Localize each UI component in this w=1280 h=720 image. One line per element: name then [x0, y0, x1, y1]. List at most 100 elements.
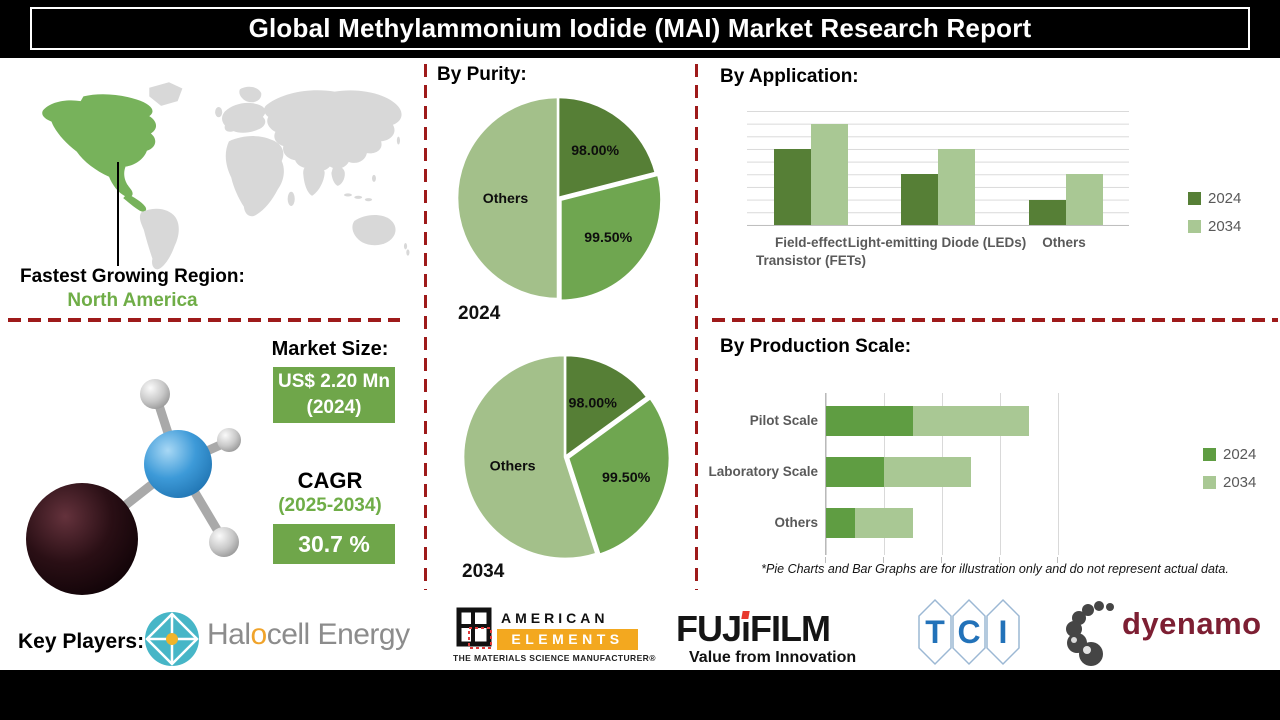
- cagr-value-box: 30.7 %: [273, 524, 395, 564]
- bar-2034: [938, 149, 975, 225]
- market-size-value-box: US$ 2.20 Mn (2024): [273, 367, 395, 423]
- pie-slice: [566, 396, 672, 557]
- pie-year-2024: 2024: [458, 303, 501, 324]
- legend-item: 2034: [1203, 474, 1256, 491]
- production-axis-ticks: [825, 557, 1077, 563]
- legend-label: 2024: [1208, 190, 1242, 207]
- map-uk: [215, 107, 223, 118]
- fastest-growing-label: Fastest Growing Region:: [20, 266, 245, 287]
- halocell-text-o: o: [250, 618, 268, 651]
- bar-2024: [1029, 199, 1066, 225]
- section-heading-production: By Production Scale:: [720, 336, 912, 357]
- map-indonesia: [344, 193, 352, 197]
- map-asia: [264, 90, 402, 171]
- tci-letter-c: C: [957, 614, 980, 650]
- map-japan: [396, 136, 400, 145]
- american-elements-wordmark: AMERICAN: [501, 610, 609, 626]
- application-categories: Field-effect Transistor (FETs) Light-emit…: [747, 234, 1129, 290]
- american-elements-logo-icon: [456, 607, 492, 649]
- key-players-label: Key Players:: [18, 630, 145, 653]
- bar-2034: [1066, 174, 1103, 225]
- production-legend: 2024 2034: [1203, 446, 1256, 502]
- fujifilm-pre: FUJ: [676, 608, 742, 649]
- separator-horizontal-right: [712, 318, 1278, 322]
- bar-segment-2034: [913, 406, 1029, 436]
- tci-letter-i: I: [999, 614, 1008, 650]
- map-indonesia: [364, 198, 373, 202]
- map-greenland: [149, 82, 183, 106]
- bar-2034: [811, 123, 848, 225]
- pie-slice-label: Others: [483, 190, 529, 206]
- fujifilm-logo-text: FUJiFILM: [676, 608, 831, 650]
- separator-vertical-right: [695, 64, 698, 590]
- bar-segment-2024: [826, 457, 884, 487]
- pie-slice-label: Others: [490, 458, 536, 474]
- bar-segment-2034: [884, 457, 971, 487]
- map-north-america-highlight: [42, 94, 157, 198]
- market-size-value: US$ 2.20 Mn: [278, 371, 390, 393]
- map-new-zealand: [403, 243, 408, 250]
- map-madagascar: [287, 191, 295, 206]
- legend-item: 2024: [1188, 190, 1241, 207]
- world-map: [42, 82, 410, 270]
- tci-letter-t: T: [925, 614, 945, 650]
- category-label: Others: [774, 515, 818, 530]
- illustration-disclaimer: *Pie Charts and Bar Graphs are for illus…: [761, 562, 1229, 576]
- legend-item: 2024: [1203, 446, 1256, 463]
- legend-label: 2034: [1223, 474, 1257, 491]
- production-categories: Pilot Scale Laboratory Scale Others: [688, 393, 818, 555]
- map-new-zealand: [406, 249, 410, 256]
- iodide-atom: [26, 483, 138, 595]
- legend-label: 2034: [1208, 218, 1242, 235]
- pie-slice: [563, 353, 649, 459]
- category-label: Others: [1042, 235, 1086, 250]
- section-heading-application: By Application:: [720, 66, 859, 87]
- map-philippines: [372, 174, 376, 182]
- fujifilm-post: FILM: [750, 608, 831, 649]
- legend-item: 2034: [1188, 218, 1241, 235]
- production-plot: [825, 393, 1078, 555]
- market-size-year: (2024): [306, 397, 362, 418]
- cagr-value: 30.7 %: [298, 530, 370, 557]
- map-pointer-line: [117, 162, 119, 266]
- cagr-period: (2025-2034): [278, 495, 382, 516]
- hydrogen-atom: [217, 428, 241, 452]
- category-label: Light-emitting Diode (LEDs): [847, 235, 1027, 250]
- category-label: Field-effect Transistor (FETs): [755, 235, 867, 269]
- map-se-asia: [331, 166, 345, 186]
- title-bar: Global Methylammonium Iodide (MAI) Marke…: [0, 0, 1280, 58]
- pie-slice-label: 98.00%: [571, 142, 619, 158]
- map-africa: [225, 136, 284, 217]
- map-india: [303, 164, 325, 196]
- pie-slice-label: 98.00%: [569, 396, 618, 412]
- pie-chart-purity-2024: 98.00% 99.50% Others: [455, 95, 663, 303]
- molecule-illustration: [26, 379, 241, 595]
- separator-horizontal-left: [8, 318, 400, 322]
- pie-slice-label: 99.50%: [602, 470, 651, 486]
- american-elements-tagline: THE MATERIALS SCIENCE MANUFACTURER®: [453, 653, 656, 663]
- hydrogen-atom: [209, 527, 239, 557]
- map-indonesia: [354, 195, 363, 199]
- hydrogen-atom: [140, 379, 170, 409]
- legend-swatch-2034: [1203, 476, 1216, 489]
- pie-chart-purity-2034: 98.00% 99.50% Others: [461, 353, 672, 561]
- bar-segment-2024: [826, 406, 913, 436]
- fujifilm-tagline: Value from Innovation: [689, 649, 857, 666]
- halocell-logo-icon: [145, 612, 199, 666]
- separator-vertical-left: [424, 64, 427, 590]
- map-europe: [222, 102, 266, 133]
- dyenamo-logo-text: dyenamo: [1122, 606, 1262, 641]
- map-scandinavia: [239, 86, 262, 103]
- fujifilm-i-red-accent: i: [741, 608, 751, 649]
- cagr-heading: CAGR: [297, 468, 363, 493]
- dyenamo-logo-icon: [1066, 601, 1114, 666]
- market-size-heading: Market Size:: [271, 338, 389, 360]
- pie-slice: [461, 353, 598, 561]
- pie-slice-label: 99.50%: [584, 229, 632, 245]
- bar-2024: [774, 149, 811, 225]
- legend-swatch-2024: [1203, 448, 1216, 461]
- nitrogen-atom: [144, 430, 212, 498]
- legend-swatch-2024: [1188, 192, 1201, 205]
- page-title: Global Methylammonium Iodide (MAI) Marke…: [248, 13, 1032, 43]
